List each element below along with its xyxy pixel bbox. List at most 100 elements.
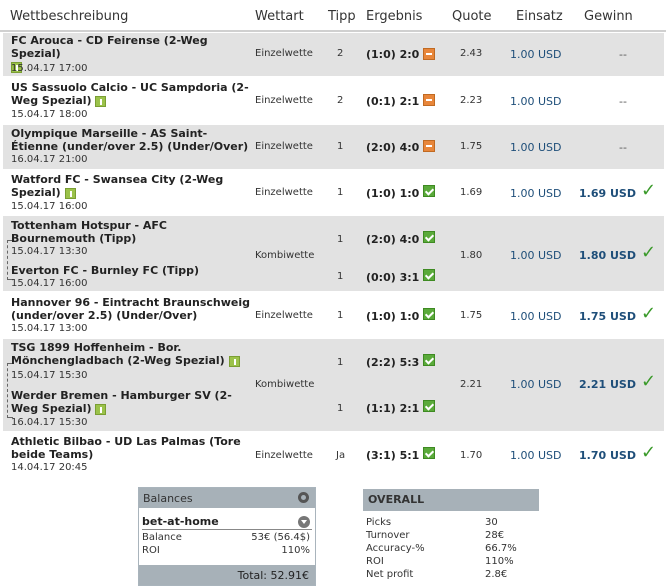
bet-win: -- xyxy=(619,141,627,154)
lost-icon xyxy=(423,48,435,60)
bet-result: (2:2) 5:3 xyxy=(366,356,420,369)
lost-icon xyxy=(423,94,435,106)
bet-tip: 1 xyxy=(337,234,344,245)
match-date: 15.04.17 15:30 xyxy=(11,370,88,381)
bet-row[interactable]: Olympique Marseille - AS Saint-Étienne (… xyxy=(3,125,664,170)
bet-result: (2:0) 4:0 xyxy=(366,141,420,154)
overall-value: 2.8€ xyxy=(485,569,508,580)
bet-odds: 1.80 xyxy=(460,250,483,261)
bet-odds: 1.75 xyxy=(460,310,483,321)
bet-win: 1.75 USD xyxy=(579,310,636,323)
balances-title: Balances xyxy=(143,492,193,505)
bet-win: 1.69 USD xyxy=(579,187,636,200)
roi-value: 110% xyxy=(281,545,310,556)
info-icon[interactable] xyxy=(11,61,22,73)
won-icon xyxy=(423,269,435,281)
bet-odds: 2.21 xyxy=(460,379,483,390)
bet-stake: 1.00 USD xyxy=(510,95,562,108)
bet-type: Einzelwette xyxy=(255,95,313,106)
won-icon xyxy=(423,400,435,412)
bet-stake: 1.00 USD xyxy=(510,449,562,462)
combo-bet-row[interactable]: Tottenham Hotspur - AFC Bournemouth (Tip… xyxy=(3,216,664,292)
bet-row[interactable]: US Sassuolo Calcio - UC Sampdoria (2-Weg… xyxy=(3,78,664,124)
bet-win: -- xyxy=(619,48,627,61)
bet-result: (0:1) 2:1 xyxy=(366,95,420,108)
balance-value: 53€ (56.4$) xyxy=(251,532,310,543)
balances-total: Total: 52.91€ xyxy=(237,569,309,582)
info-icon[interactable] xyxy=(95,95,107,107)
match-date: 15.04.17 13:00 xyxy=(11,323,88,334)
balances-panel: Balances bet-at-home Balance 53€ (56.4$)… xyxy=(138,487,316,586)
overall-label: Turnover xyxy=(366,530,410,541)
match-name: Watford FC - Swansea City (2-Weg Spezial… xyxy=(11,173,224,199)
bet-row[interactable]: Hannover 96 - Eintracht Braunschweig (un… xyxy=(3,293,664,338)
balance-label: Balance xyxy=(142,532,182,543)
won-checkmark-icon: ✓ xyxy=(641,242,657,263)
won-icon xyxy=(423,185,435,197)
bet-type: Kombiwette xyxy=(255,379,315,390)
won-checkmark-icon: ✓ xyxy=(641,303,657,324)
combo-bracket xyxy=(7,363,13,418)
balances-total-bar: Total: 52.91€ xyxy=(139,565,315,585)
col-result: Ergebnis xyxy=(366,9,423,24)
won-checkmark-icon: ✓ xyxy=(641,180,657,201)
match-name: US Sassuolo Calcio - UC Sampdoria (2-Weg… xyxy=(11,81,249,107)
bet-odds: 1.75 xyxy=(460,141,483,152)
overall-value: 110% xyxy=(485,556,514,567)
bet-tip: 1 xyxy=(337,357,344,368)
bet-tip: 1 xyxy=(337,187,344,198)
chevron-down-icon[interactable] xyxy=(298,516,310,528)
match-name: Everton FC - Burnley FC (Tipp) xyxy=(11,264,200,277)
match-date: 15.04.17 13:30 xyxy=(11,246,88,257)
bet-odds: 1.70 xyxy=(460,450,483,461)
bet-odds: 1.69 xyxy=(460,187,483,198)
col-win: Gewinn xyxy=(584,9,633,24)
bet-tip: Ja xyxy=(336,450,346,461)
overall-value: 30 xyxy=(485,517,498,528)
balances-header: Balances xyxy=(139,488,315,508)
bet-tip: 2 xyxy=(337,48,344,59)
bet-row[interactable]: FC Arouca - CD Feirense (2-Weg Spezial) … xyxy=(3,33,664,77)
won-icon xyxy=(423,308,435,320)
info-icon[interactable] xyxy=(95,403,107,415)
bet-odds: 2.23 xyxy=(460,95,483,106)
bet-win: 2.21 USD xyxy=(579,378,636,391)
bet-stake: 1.00 USD xyxy=(510,187,562,200)
match-name: Werder Bremen - Hamburger SV (2-Weg Spez… xyxy=(11,389,232,415)
match-name: FC Arouca - CD Feirense (2-Weg Spezial) xyxy=(11,34,251,73)
bet-result: (1:1) 2:1 xyxy=(366,402,420,415)
won-checkmark-icon: ✓ xyxy=(641,442,657,463)
bet-stake: 1.00 USD xyxy=(510,141,562,154)
combo-bet-row[interactable]: TSG 1899 Hoffenheim - Bor. Mönchengladba… xyxy=(3,339,664,432)
match-name: Tottenham Hotspur - AFC Bournemouth (Tip… xyxy=(11,219,167,245)
bet-stake: 1.00 USD xyxy=(510,310,562,323)
bets-table-header: Wettbeschreibung Wettart Tipp Ergebnis Q… xyxy=(0,0,666,32)
bet-type: Einzelwette xyxy=(255,187,313,198)
match-name: Hannover 96 - Eintracht Braunschweig (un… xyxy=(11,296,250,322)
bet-tip: 1 xyxy=(337,403,344,414)
gear-icon[interactable] xyxy=(298,492,309,503)
bet-stake: 1.00 USD xyxy=(510,48,562,61)
info-icon[interactable] xyxy=(64,187,76,199)
overall-label: Picks xyxy=(366,517,392,528)
bet-row[interactable]: Watford FC - Swansea City (2-Weg Spezial… xyxy=(3,171,664,215)
bet-type: Kombiwette xyxy=(255,250,315,261)
bet-win: -- xyxy=(619,95,627,108)
bet-win: 1.80 USD xyxy=(579,249,636,262)
bet-tip: 1 xyxy=(337,141,344,152)
match-date: 15.04.17 16:00 xyxy=(11,201,88,212)
match-date: 16.04.17 21:00 xyxy=(11,154,88,165)
info-icon[interactable] xyxy=(228,355,240,367)
won-icon xyxy=(423,447,435,459)
bet-stake: 1.00 USD xyxy=(510,249,562,262)
col-odds: Quote xyxy=(452,9,492,24)
match-date: 14.04.17 20:45 xyxy=(11,462,88,473)
bet-result: (1:0) 2:0 xyxy=(366,48,420,61)
bet-tip: 2 xyxy=(337,95,344,106)
overall-title: OVERALL xyxy=(368,493,425,506)
match-date: 15.04.17 17:00 xyxy=(11,63,88,74)
won-icon xyxy=(423,231,435,243)
bet-row[interactable]: Athletic Bilbao - UD Las Palmas (Tore be… xyxy=(3,433,664,477)
match-date: 16.04.17 15:30 xyxy=(11,417,88,428)
match-name: Athletic Bilbao - UD Las Palmas (Tore be… xyxy=(11,435,241,461)
